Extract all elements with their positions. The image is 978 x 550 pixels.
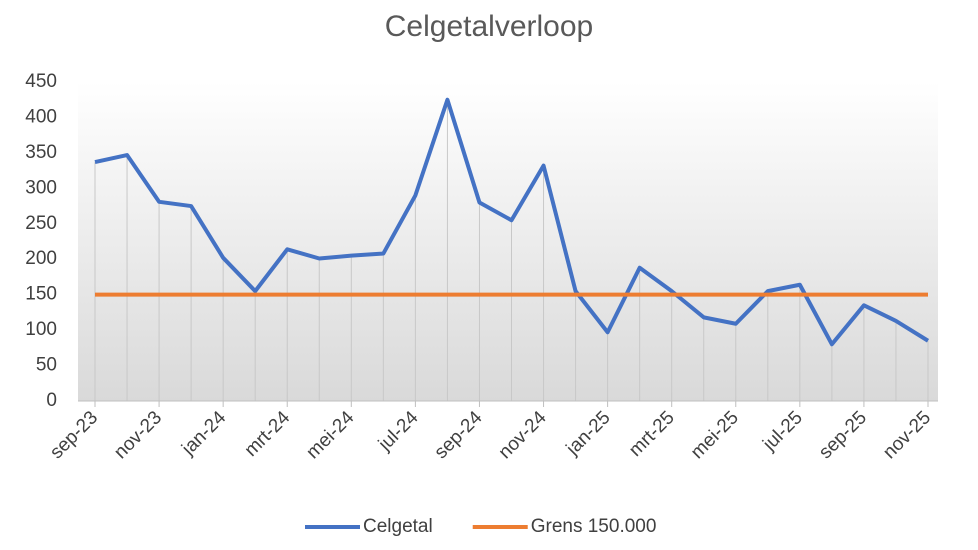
y-tick-label: 450 (25, 71, 57, 92)
legend-label: Celgetal (363, 516, 433, 537)
y-tick-label: 0 (46, 390, 57, 411)
y-tick-label: 250 (25, 213, 57, 234)
y-tick-label: 100 (25, 319, 57, 340)
plot-area (78, 82, 938, 401)
y-tick-label: 150 (25, 284, 57, 305)
y-tick-label: 300 (25, 177, 57, 198)
legend-label: Grens 150.000 (531, 516, 657, 537)
y-tick-label: 200 (25, 248, 57, 269)
y-tick-label: 350 (25, 142, 57, 163)
chart-title: Celgetalverloop (385, 10, 593, 43)
y-tick-label: 400 (25, 106, 57, 127)
line-series (94, 97, 930, 347)
y-tick-label: 50 (36, 355, 57, 376)
